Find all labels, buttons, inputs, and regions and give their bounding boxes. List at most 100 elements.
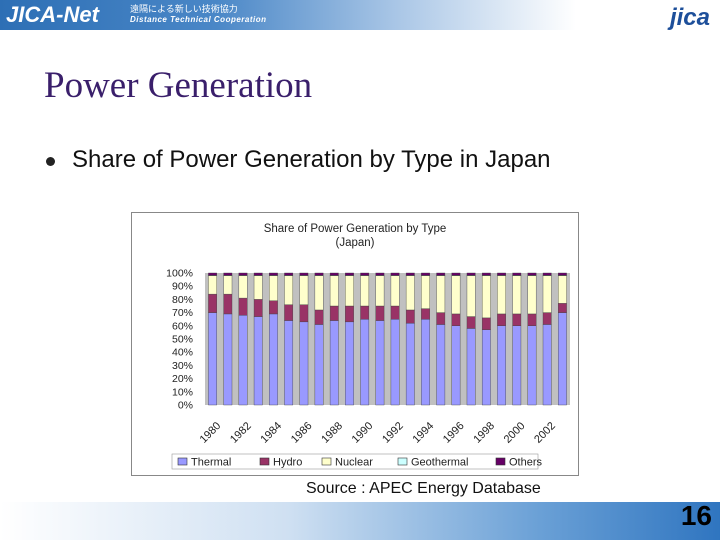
bar-segment-nuclear [497, 275, 506, 315]
bar-segment-nuclear [512, 275, 522, 315]
bar-segment-others [497, 272, 506, 276]
chart-container: Share of Power Generation by Type (Japan… [131, 212, 579, 476]
bar-segment-others [360, 272, 370, 276]
bar-segment-others [527, 272, 537, 276]
bar-segment-others [436, 272, 446, 276]
bar-segment-hydro [375, 305, 385, 321]
bar-segment-hydro [345, 305, 354, 323]
bar-segment-thermal [299, 321, 309, 406]
bar-segment-nuclear [451, 275, 461, 315]
bar-segment-hydro [238, 297, 248, 316]
bar-segment-hydro [299, 304, 309, 323]
bar-segment-nuclear [405, 275, 415, 311]
legend-swatch-nuclear [321, 457, 332, 466]
bar-segment-others [512, 272, 522, 276]
bar-segment-others [375, 272, 385, 276]
brand-wordmark: JICA-Net [6, 2, 99, 27]
bar-segment-hydro [253, 299, 263, 317]
bar-segment-nuclear [329, 275, 339, 307]
bar-segment-hydro [466, 316, 476, 329]
y-tick-label: 40% [172, 347, 193, 359]
x-tick-label: 1992 [380, 420, 406, 446]
page-number: 16 [680, 500, 712, 531]
y-tick-label: 0% [178, 400, 193, 412]
bar-segment-nuclear [466, 275, 476, 317]
y-tick-label: 20% [172, 373, 193, 385]
legend-label-others: Others [509, 457, 543, 469]
bar-segment-hydro [527, 313, 537, 326]
bar-segment-thermal [497, 325, 506, 406]
y-tick-label: 100% [166, 268, 193, 280]
y-tick-label: 80% [172, 294, 193, 306]
y-tick-label: 60% [172, 320, 193, 332]
bar-segment-hydro [284, 304, 294, 321]
x-tick-label: 2002 [532, 420, 558, 446]
bar-segment-hydro [405, 309, 415, 324]
bar-segment-others [558, 272, 567, 276]
bar-segment-nuclear [375, 275, 385, 307]
footer-band [0, 502, 720, 540]
x-tick-label: 1996 [441, 420, 467, 446]
bar-segment-hydro [223, 293, 233, 315]
bar-segment-hydro [314, 309, 324, 325]
legend-label-thermal: Thermal [191, 457, 231, 469]
bar-segment-thermal [360, 318, 370, 406]
bar-segment-thermal [436, 324, 446, 406]
bar-segment-nuclear [542, 275, 552, 313]
bar-segment-nuclear [208, 275, 217, 295]
bar-segment-thermal [512, 325, 522, 406]
bar-segment-others [269, 272, 278, 276]
bar-segment-others [451, 272, 461, 276]
bar-segment-nuclear [238, 275, 248, 299]
bar-segment-nuclear [284, 275, 294, 305]
x-tick-label: 2000 [502, 420, 528, 446]
x-tick-label: 1998 [471, 420, 497, 446]
chart-plot: 0%10%20%30%40%50%60%70%80%90%100%1980 198… [166, 268, 570, 470]
x-tick-label: 1980 [198, 420, 224, 446]
x-tick-label: 1994 [411, 420, 437, 446]
bar-segment-others [390, 272, 400, 276]
bar-segment-others [345, 272, 354, 276]
bar-segment-hydro [390, 305, 400, 320]
bar-segment-others [314, 272, 324, 276]
bar-segment-thermal [329, 320, 339, 406]
bar-segment-others [238, 272, 248, 276]
legend-swatch-geothermal [397, 457, 408, 466]
bar-segment-hydro [497, 313, 506, 326]
legend-swatch-thermal [177, 457, 188, 466]
legend-label-geothermal: Geothermal [411, 457, 468, 469]
bar-segment-hydro [558, 303, 567, 313]
x-tick-label: 1988 [319, 420, 345, 446]
bar-segment-nuclear [345, 275, 354, 307]
legend-label-hydro: Hydro [273, 457, 302, 469]
bar-segment-thermal [345, 321, 354, 406]
jica-logo: jica [669, 4, 710, 31]
bar-segment-hydro [512, 313, 522, 326]
chart-subtitle: (Japan) [335, 237, 375, 249]
legend-swatch-hydro [259, 457, 270, 466]
y-tick-label: 90% [172, 281, 193, 293]
bar-segment-thermal [451, 325, 461, 406]
brand-tagline-en: Distance Technical Cooperation [130, 15, 267, 24]
bar-segment-thermal [466, 328, 476, 406]
bar-segment-nuclear [299, 275, 309, 305]
bar-segment-thermal [481, 329, 491, 406]
source-note: Source : APEC Energy Database [306, 480, 541, 497]
y-tick-label: 10% [172, 386, 193, 398]
bar-segment-others [329, 272, 339, 276]
bar-segment-others [284, 272, 294, 276]
legend-label-nuclear: Nuclear [335, 457, 373, 469]
y-tick-label: 70% [172, 307, 193, 319]
bar-segment-others [421, 272, 430, 276]
top-banner: JICA-Net 遠隔による新しい技術協力 Distance Technical… [0, 0, 720, 30]
legend-swatch-others [495, 457, 506, 466]
bar-segment-hydro [451, 313, 461, 326]
bar-segment-others [542, 272, 552, 276]
bar-segment-nuclear [390, 275, 400, 307]
x-tick-label: 1986 [289, 420, 315, 446]
bar-segment-nuclear [253, 275, 263, 300]
bar-segment-others [481, 272, 491, 276]
bar-segment-thermal [269, 313, 278, 406]
bar-segment-thermal [375, 320, 385, 406]
bar-segment-hydro [329, 305, 339, 321]
